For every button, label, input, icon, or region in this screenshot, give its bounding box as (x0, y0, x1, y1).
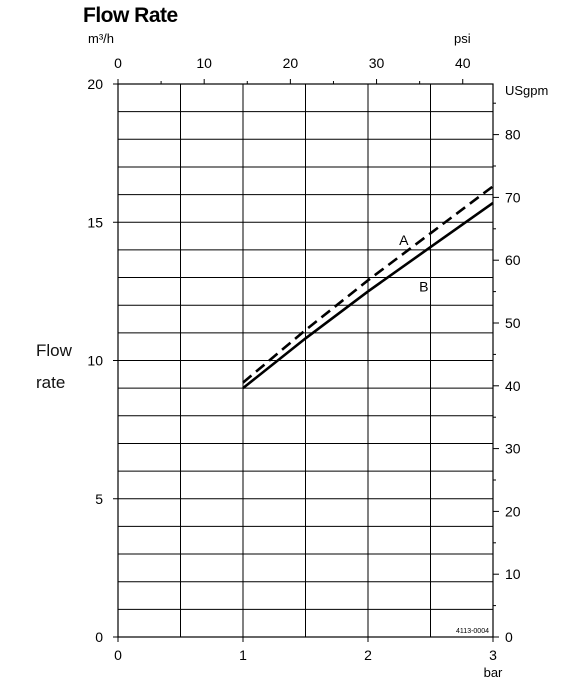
series-line-b (242, 201, 494, 390)
x-tick-label-top: 40 (455, 55, 471, 71)
figure-code-annotation: 4113-0004 (456, 628, 489, 635)
y-tick-label-right: 30 (505, 441, 521, 457)
y-tick-label-right: 50 (505, 315, 521, 331)
y-tick-label-left: 0 (95, 629, 103, 645)
x-tick-label-bottom: 1 (239, 647, 247, 663)
x-axis-unit-bottom: bar (484, 665, 503, 680)
x-tick-label-top: 30 (369, 55, 385, 71)
y-tick-label-right: 60 (505, 252, 521, 268)
x-tick-label-top: 0 (114, 55, 122, 71)
y-tick-label-right: 10 (505, 566, 521, 582)
y-tick-label-left: 5 (95, 491, 103, 507)
y-tick-label-left: 20 (87, 76, 103, 92)
y-tick-label-right: 70 (505, 189, 521, 205)
left-y-unit: m³/h (88, 31, 114, 46)
y-tick-label-right: 80 (505, 127, 521, 143)
chart-title: Flow Rate (83, 4, 178, 27)
series-label-a: A (399, 232, 409, 248)
y-tick-label-right: 20 (505, 503, 521, 519)
y-tick-label-left: 15 (87, 214, 103, 230)
top-x-unit: psi (454, 31, 471, 46)
y-axis-label-line1: Flow (36, 341, 72, 360)
x-tick-label-bottom: 2 (364, 647, 372, 663)
y-axis-label-line2: rate (36, 373, 66, 392)
series-line-a (242, 185, 494, 384)
y-tick-label-right: 0 (505, 629, 513, 645)
x-tick-label-top: 10 (196, 55, 212, 71)
series-label-b: B (419, 278, 428, 294)
y-tick-label-right: 40 (505, 378, 521, 394)
y-tick-label-left: 10 (87, 353, 103, 369)
y-axis-unit-right: USgpm (505, 83, 548, 98)
figure-code-bg (454, 627, 492, 636)
x-tick-label-bottom: 3 (489, 647, 497, 663)
x-tick-label-top: 20 (283, 55, 299, 71)
x-tick-label-bottom: 0 (114, 647, 122, 663)
